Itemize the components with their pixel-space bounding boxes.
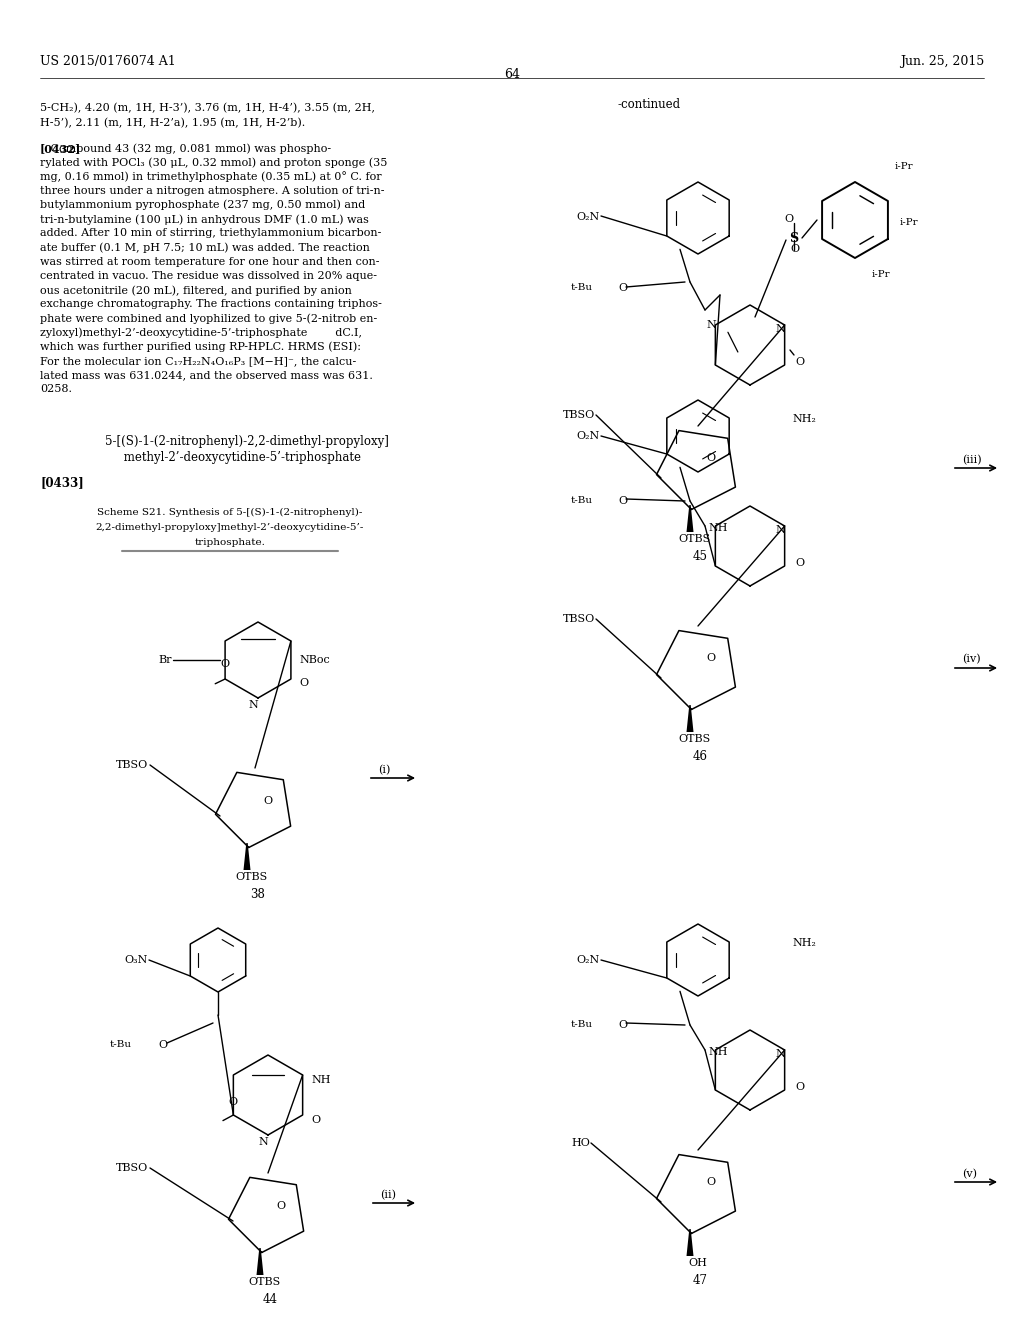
Text: Br: Br: [159, 655, 172, 665]
Text: O: O: [299, 678, 308, 688]
Text: O: O: [618, 282, 627, 293]
Text: three hours under a nitrogen atmosphere. A solution of tri-n-: three hours under a nitrogen atmosphere.…: [40, 186, 384, 195]
Text: O: O: [263, 796, 272, 807]
Text: NBoc: NBoc: [299, 655, 330, 665]
Text: t-Bu: t-Bu: [571, 1020, 593, 1030]
Text: N: N: [248, 700, 258, 710]
Text: O: O: [795, 558, 804, 568]
Text: O: O: [276, 1201, 285, 1210]
Text: TBSO: TBSO: [563, 411, 595, 420]
Text: centrated in vacuo. The residue was dissolved in 20% aque-: centrated in vacuo. The residue was diss…: [40, 271, 377, 281]
Text: -continued: -continued: [618, 98, 681, 111]
Text: Compound 43 (32 mg, 0.081 mmol) was phospho-: Compound 43 (32 mg, 0.081 mmol) was phos…: [40, 143, 331, 153]
Text: TBSO: TBSO: [116, 1163, 148, 1173]
Text: O: O: [618, 1020, 627, 1030]
Text: O: O: [706, 1177, 715, 1187]
Text: (ii): (ii): [380, 1191, 396, 1200]
Text: OH: OH: [688, 1258, 707, 1269]
Text: OTBS: OTBS: [678, 734, 711, 744]
Text: O: O: [220, 659, 229, 669]
Text: 45: 45: [693, 550, 708, 564]
Text: 46: 46: [693, 750, 708, 763]
Polygon shape: [244, 843, 251, 870]
Text: 38: 38: [250, 888, 265, 902]
Text: O₂N: O₂N: [577, 432, 600, 441]
Text: methyl-2’-deoxycytidine-5’-triphosphate: methyl-2’-deoxycytidine-5’-triphosphate: [105, 451, 361, 465]
Text: O: O: [706, 653, 715, 663]
Text: S: S: [790, 232, 798, 246]
Text: US 2015/0176074 A1: US 2015/0176074 A1: [40, 55, 176, 69]
Text: which was further purified using RP-HPLC. HRMS (ESI):: which was further purified using RP-HPLC…: [40, 342, 361, 352]
Text: 5-CH₂), 4.20 (m, 1H, H-3’), 3.76 (m, 1H, H-4’), 3.55 (m, 2H,: 5-CH₂), 4.20 (m, 1H, H-3’), 3.76 (m, 1H,…: [40, 103, 375, 114]
Text: N: N: [258, 1137, 268, 1147]
Text: [0432]: [0432]: [40, 143, 81, 154]
Text: O: O: [784, 214, 794, 224]
Text: t-Bu: t-Bu: [571, 496, 593, 506]
Text: O: O: [706, 453, 715, 463]
Text: ous acetonitrile (20 mL), filtered, and purified by anion: ous acetonitrile (20 mL), filtered, and …: [40, 285, 352, 296]
Text: O: O: [795, 356, 804, 367]
Text: 64: 64: [504, 69, 520, 81]
Text: NH₂: NH₂: [792, 939, 816, 948]
Text: For the molecular ion C₁₇H₂₂N₄O₁₆P₃ [M−H]⁻, the calcu-: For the molecular ion C₁₇H₂₂N₄O₁₆P₃ [M−H…: [40, 356, 356, 366]
Text: (iv): (iv): [962, 653, 981, 664]
Text: OTBS: OTBS: [678, 535, 711, 544]
Text: exchange chromatography. The fractions containing triphos-: exchange chromatography. The fractions c…: [40, 300, 382, 309]
Text: O₂N: O₂N: [577, 954, 600, 965]
Text: (v): (v): [962, 1170, 977, 1179]
Text: (iii): (iii): [962, 455, 982, 466]
Text: O: O: [795, 1082, 804, 1092]
Text: O: O: [790, 244, 799, 253]
Text: ate buffer (0.1 M, pH 7.5; 10 mL) was added. The reaction: ate buffer (0.1 M, pH 7.5; 10 mL) was ad…: [40, 243, 370, 253]
Text: [0433]: [0433]: [40, 477, 84, 488]
Text: i-Pr: i-Pr: [900, 218, 919, 227]
Text: TBSO: TBSO: [116, 760, 148, 770]
Text: (i): (i): [378, 766, 390, 775]
Text: 2,2-dimethyl-propyloxy]methyl-2’-deoxycytidine-5’-: 2,2-dimethyl-propyloxy]methyl-2’-deoxycy…: [96, 523, 365, 532]
Text: NH: NH: [709, 1047, 728, 1057]
Text: Scheme S21. Synthesis of 5-[(S)-1-(2-nitrophenyl)-: Scheme S21. Synthesis of 5-[(S)-1-(2-nit…: [97, 508, 362, 517]
Text: NH: NH: [709, 523, 728, 533]
Text: triphosphate.: triphosphate.: [195, 539, 265, 546]
Text: butylammonium pyrophosphate (237 mg, 0.50 mmol) and: butylammonium pyrophosphate (237 mg, 0.5…: [40, 199, 366, 210]
Polygon shape: [686, 1229, 693, 1257]
Text: 47: 47: [693, 1274, 708, 1287]
Text: t-Bu: t-Bu: [571, 282, 593, 292]
Text: added. After 10 min of stirring, triethylammonium bicarbon-: added. After 10 min of stirring, triethy…: [40, 228, 381, 238]
Text: OTBS: OTBS: [248, 1276, 281, 1287]
Text: t-Bu: t-Bu: [110, 1040, 132, 1049]
Text: O₃N: O₃N: [125, 954, 148, 965]
Text: zyloxyl)methyl-2’-deoxycytidine-5’-triphosphate        dC.I,: zyloxyl)methyl-2’-deoxycytidine-5’-triph…: [40, 327, 362, 338]
Text: NH₂: NH₂: [792, 414, 816, 424]
Text: O: O: [618, 496, 627, 506]
Text: i-Pr: i-Pr: [895, 162, 913, 172]
Text: 0258.: 0258.: [40, 384, 72, 395]
Text: N: N: [775, 525, 785, 535]
Text: i-Pr: i-Pr: [872, 271, 891, 279]
Text: OTBS: OTBS: [234, 873, 267, 882]
Text: lated mass was 631.0244, and the observed mass was 631.: lated mass was 631.0244, and the observe…: [40, 370, 373, 380]
Text: was stirred at room temperature for one hour and then con-: was stirred at room temperature for one …: [40, 256, 380, 267]
Text: O: O: [311, 1115, 321, 1125]
Text: O: O: [228, 1097, 238, 1107]
Text: NH: NH: [311, 1074, 331, 1085]
Text: tri-n-butylamine (100 μL) in anhydrous DMF (1.0 mL) was: tri-n-butylamine (100 μL) in anhydrous D…: [40, 214, 369, 224]
Text: TBSO: TBSO: [563, 614, 595, 624]
Text: rylated with POCl₃ (30 μL, 0.32 mmol) and proton sponge (35: rylated with POCl₃ (30 μL, 0.32 mmol) an…: [40, 157, 387, 168]
Text: HO: HO: [571, 1138, 590, 1148]
Text: 44: 44: [263, 1294, 278, 1305]
Text: O: O: [158, 1040, 167, 1049]
Text: N: N: [775, 1049, 785, 1059]
Polygon shape: [686, 506, 693, 532]
Text: Jun. 25, 2015: Jun. 25, 2015: [900, 55, 984, 69]
Text: O₂N: O₂N: [577, 213, 600, 222]
Polygon shape: [256, 1247, 263, 1275]
Polygon shape: [686, 705, 693, 733]
Text: phate were combined and lyophilized to give 5-(2-nitrob en-: phate were combined and lyophilized to g…: [40, 313, 377, 323]
Text: N: N: [707, 319, 717, 330]
Text: 5-[(S)-1-(2-nitrophenyl)-2,2-dimethyl-propyloxy]: 5-[(S)-1-(2-nitrophenyl)-2,2-dimethyl-pr…: [105, 436, 389, 447]
Text: H-5’), 2.11 (m, 1H, H-2’a), 1.95 (m, 1H, H-2’b).: H-5’), 2.11 (m, 1H, H-2’a), 1.95 (m, 1H,…: [40, 117, 305, 128]
Text: N: N: [775, 323, 785, 334]
Text: mg, 0.16 mmol) in trimethylphosphate (0.35 mL) at 0° C. for: mg, 0.16 mmol) in trimethylphosphate (0.…: [40, 172, 382, 182]
